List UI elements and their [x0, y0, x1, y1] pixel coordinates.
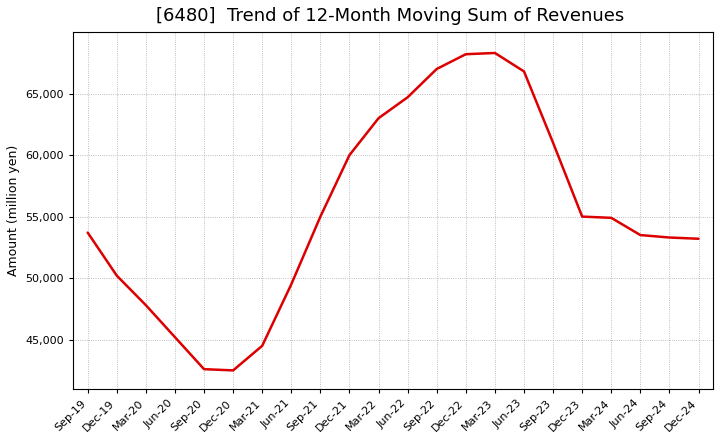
Y-axis label: Amount (million yen): Amount (million yen) — [7, 145, 20, 276]
Text: [6480]  Trend of 12-Month Moving Sum of Revenues: [6480] Trend of 12-Month Moving Sum of R… — [156, 7, 624, 25]
